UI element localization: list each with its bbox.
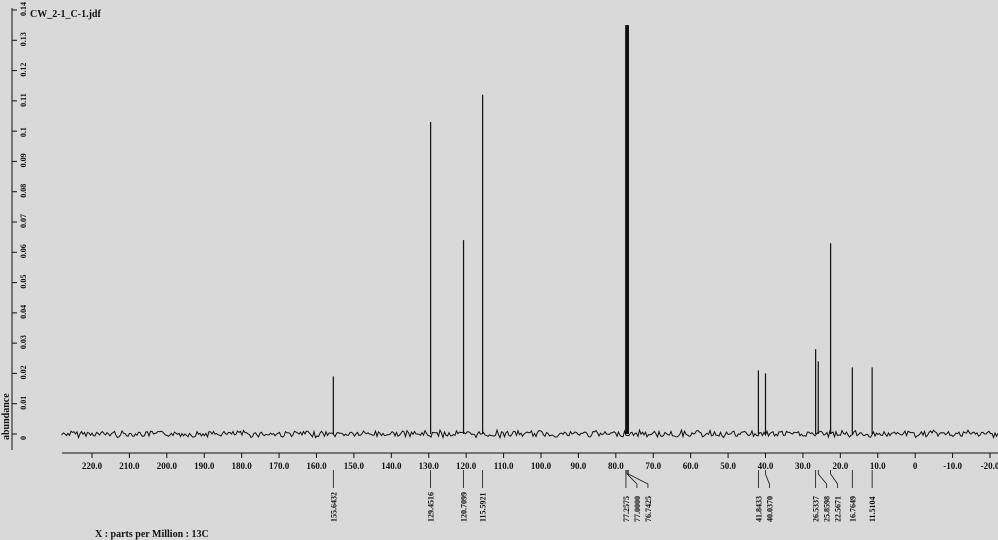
x-tick-label: 80.0 [608, 461, 624, 471]
x-axis-title: X : parts per Million : 13C [95, 529, 209, 540]
x-tick-label: 110.0 [494, 461, 514, 471]
y-tick-label: 0.06 [19, 244, 28, 258]
x-tick-label: 140.0 [381, 461, 402, 471]
peak-label-leader [765, 470, 770, 488]
x-tick-label: 70.0 [645, 461, 661, 471]
y-tick-label: 0.09 [19, 153, 28, 167]
y-tick-label: 0.05 [19, 275, 28, 289]
x-tick-label: 100.0 [531, 461, 552, 471]
peak-label: 41.8433 [754, 496, 763, 522]
y-tick-label: 0.14 [19, 2, 28, 16]
x-tick-label: 90.0 [571, 461, 587, 471]
peak-label-leader [627, 470, 649, 488]
peak-label: 120.7099 [460, 492, 469, 522]
y-tick-label: 0 [19, 436, 28, 440]
x-tick-label: 0 [913, 461, 918, 471]
peak-label: 26.5337 [812, 496, 821, 522]
x-tick-label: 180.0 [232, 461, 253, 471]
x-tick-label: 50.0 [720, 461, 736, 471]
x-tick-label: 170.0 [269, 461, 290, 471]
peak-label: 77.2575 [622, 496, 631, 522]
x-tick-label: 150.0 [344, 461, 365, 471]
y-tick-label: 0.11 [19, 93, 28, 107]
y-tick-label: 0.13 [19, 32, 28, 46]
x-tick-label: 210.0 [119, 461, 140, 471]
y-tick-label: 0.03 [19, 335, 28, 349]
x-tick-label: 200.0 [157, 461, 178, 471]
peak-label: 22.5671 [834, 496, 843, 522]
y-tick-label: 0.1 [19, 127, 28, 137]
peak-label: 77.0000 [633, 496, 642, 522]
y-tick-label: 0.01 [19, 396, 28, 410]
x-tick-label: -20.0 [981, 461, 998, 471]
x-tick-label: 190.0 [194, 461, 215, 471]
peak-label: 16.7649 [848, 496, 857, 522]
x-tick-label: 60.0 [683, 461, 699, 471]
baseline-noise [61, 428, 998, 440]
peak-label: 155.6432 [329, 492, 338, 522]
peak-label: 25.8598 [823, 496, 832, 522]
y-tick-label: 0.04 [19, 305, 28, 319]
x-tick-label: 160.0 [306, 461, 327, 471]
y-tick-label: 0.02 [19, 365, 28, 379]
x-tick-label: -10.0 [943, 461, 962, 471]
peak-label: 129.4516 [427, 492, 436, 522]
y-axis-title: abundance [1, 393, 12, 440]
x-tick-label: 20.0 [832, 461, 848, 471]
y-tick-label: 0.12 [19, 63, 28, 77]
peak-label: 11.5104 [868, 496, 877, 522]
y-tick-label: 0.07 [19, 214, 28, 228]
peak-label-leader [830, 470, 839, 488]
peak-label: 115.5921 [479, 492, 488, 522]
x-tick-label: 30.0 [795, 461, 811, 471]
peak-label: 76.7425 [644, 496, 653, 522]
peak-label: 40.0370 [765, 496, 774, 522]
x-tick-label: 40.0 [758, 461, 774, 471]
chart-title: CW_2-1_C-1.jdf [30, 9, 101, 20]
x-tick-label: 10.0 [870, 461, 886, 471]
x-tick-label: 120.0 [456, 461, 477, 471]
peak-label-leader [817, 470, 828, 488]
y-tick-label: 0.08 [19, 184, 28, 198]
x-tick-label: 220.0 [82, 461, 103, 471]
peak-label-leader [626, 470, 638, 488]
x-tick-label: 130.0 [419, 461, 440, 471]
